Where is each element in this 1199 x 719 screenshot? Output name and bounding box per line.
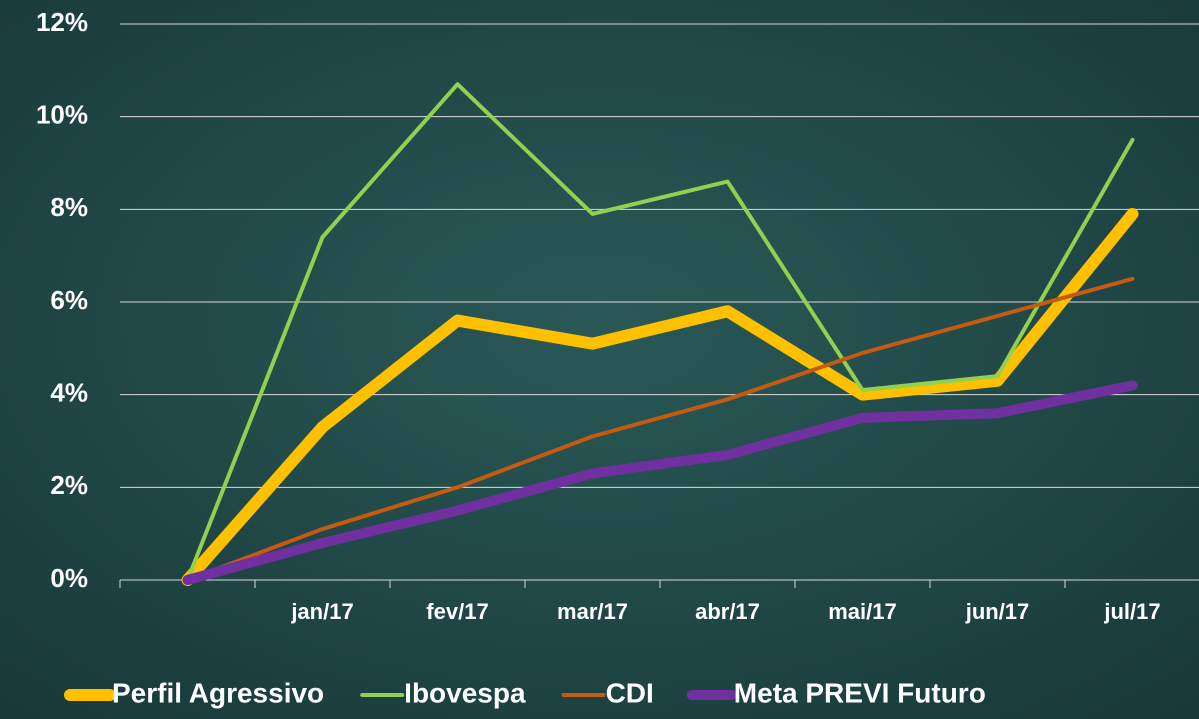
- series-line: [181, 207, 1139, 586]
- y-tick-label: 0%: [50, 563, 88, 593]
- x-tick-label: mar/17: [557, 599, 628, 624]
- x-tick-label: jul/17: [1103, 599, 1160, 624]
- y-tick-label: 2%: [50, 470, 88, 500]
- legend-label: Ibovespa: [404, 677, 526, 708]
- series-line: [185, 276, 1135, 582]
- x-tick-label: mai/17: [828, 599, 897, 624]
- series-line: [182, 380, 1138, 585]
- y-tick-label: 10%: [36, 100, 88, 130]
- series-line: [185, 82, 1135, 582]
- x-tick-label: jan/17: [290, 599, 353, 624]
- y-tick-label: 8%: [50, 192, 88, 222]
- legend-label: Perfil Agressivo: [112, 677, 324, 708]
- y-tick-label: 6%: [50, 285, 88, 315]
- legend-label: CDI: [606, 677, 654, 708]
- x-tick-label: jun/17: [965, 599, 1030, 624]
- x-tick-label: fev/17: [426, 599, 488, 624]
- x-tick-label: abr/17: [695, 599, 760, 624]
- legend-label: Meta PREVI Futuro: [734, 677, 986, 708]
- y-tick-label: 4%: [50, 378, 88, 408]
- y-tick-label: 12%: [36, 7, 88, 37]
